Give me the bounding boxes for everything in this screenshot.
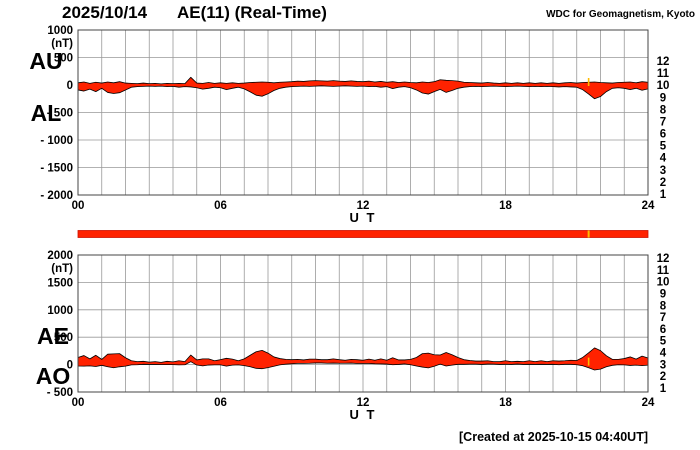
station-number: 9 <box>660 288 666 300</box>
ae-axis-label: AE <box>37 323 69 349</box>
x-tick-label: 18 <box>499 200 512 212</box>
station-number: 9 <box>660 92 666 104</box>
y-axis-unit-label: (nT) <box>51 38 73 50</box>
x-tick-label: 06 <box>214 200 227 212</box>
station-number: 10 <box>657 277 670 289</box>
y-tick-label: 1000 <box>47 25 73 37</box>
station-number: 5 <box>660 336 667 348</box>
station-number: 4 <box>660 348 667 360</box>
au-axis-label: AU <box>29 48 62 74</box>
station-number: 10 <box>657 80 670 92</box>
availability-bar-group <box>77 230 649 238</box>
y-tick-label: 1500 <box>47 277 73 289</box>
x-axis-label: U T <box>350 407 377 422</box>
x-tick-label: 12 <box>357 397 370 409</box>
station-number: 12 <box>657 253 670 265</box>
station-number: 3 <box>660 165 666 177</box>
date-label: 2025/10/14 <box>62 3 148 22</box>
station-number: 4 <box>660 153 667 165</box>
page-title: AE(11) (Real-Time) <box>177 3 327 22</box>
ao-axis-label: AO <box>36 363 71 389</box>
panel-au-al: 1000 500 0 - 500 - 1000 - 1500 - 2000 (nT) 00 06 1… <box>40 25 669 225</box>
x-tick-label: 24 <box>642 200 655 212</box>
y-tick-label: 0 <box>67 80 73 92</box>
x-tick-label: 24 <box>642 397 655 409</box>
station-number: 6 <box>660 129 666 141</box>
y-tick-label: 0 <box>67 360 73 372</box>
x-tick-label: 00 <box>72 200 85 212</box>
y-tick-label: - 2000 <box>40 190 73 202</box>
y-tick-label: 1000 <box>47 305 73 317</box>
created-timestamp: [Created at 2025-10-15 04:40UT] <box>459 430 648 444</box>
station-number: 11 <box>657 68 670 80</box>
x-tick-label: 06 <box>214 397 227 409</box>
station-number: 7 <box>660 312 666 324</box>
x-tick-label: 00 <box>72 397 85 409</box>
station-number: 6 <box>660 324 666 336</box>
x-axis-label: U T <box>350 210 377 225</box>
y-tick-label: 500 <box>54 332 73 344</box>
station-number: 7 <box>660 116 666 128</box>
x-tick-label: 12 <box>357 200 370 212</box>
realtime-boundary-marker <box>587 230 590 238</box>
al-axis-label: AL <box>31 100 62 126</box>
station-number: 1 <box>660 383 667 395</box>
y-axis-unit-label: (nT) <box>51 263 73 275</box>
y-tick-label: 2000 <box>47 250 73 262</box>
station-number: 1 <box>660 189 667 201</box>
station-number: 8 <box>660 300 667 312</box>
station-number: 5 <box>660 141 667 153</box>
y-tick-label: - 500 <box>47 387 73 399</box>
trace-realtime-marker <box>587 357 590 366</box>
trace-realtime-marker <box>587 78 590 86</box>
station-number: 2 <box>660 177 666 189</box>
station-number: 11 <box>657 265 670 277</box>
x-tick-label: 18 <box>499 397 512 409</box>
plot-frame <box>77 29 649 196</box>
station-number: 8 <box>660 104 667 116</box>
y-tick-label: - 1000 <box>40 135 73 147</box>
station-number: 2 <box>660 371 666 383</box>
plot-frame <box>77 254 649 393</box>
y-tick-label: - 500 <box>47 108 73 120</box>
source-label: WDC for Geomagnetism, Kyoto <box>546 9 695 20</box>
y-tick-label: 500 <box>54 53 73 65</box>
y-tick-label: - 1500 <box>40 163 73 175</box>
data-availability-bar <box>77 230 649 238</box>
station-number: 3 <box>660 359 666 371</box>
station-number: 12 <box>657 56 670 68</box>
